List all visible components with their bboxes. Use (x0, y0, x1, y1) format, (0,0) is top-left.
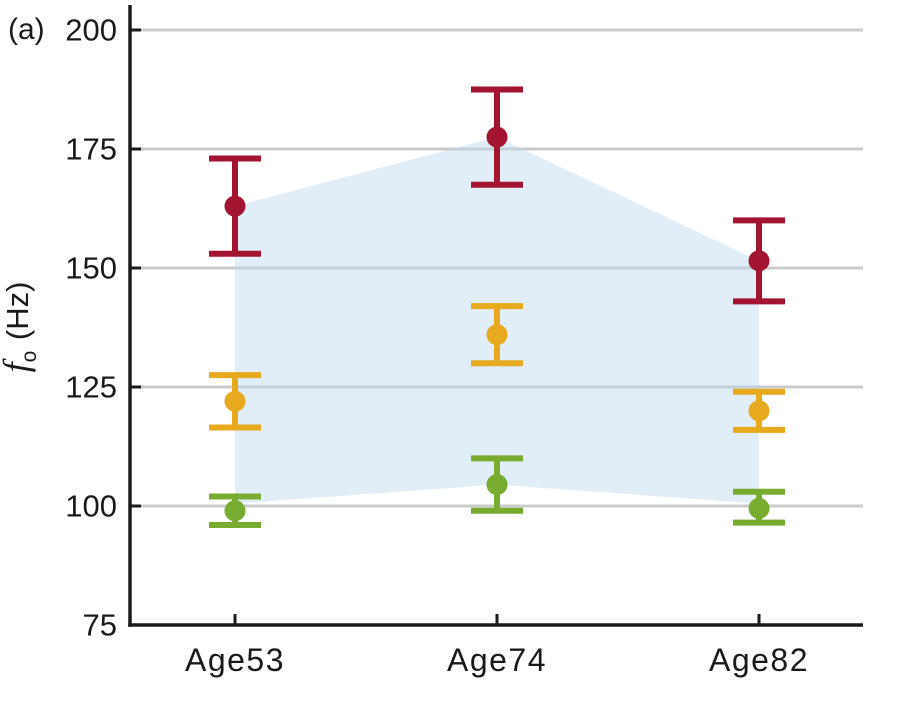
x-tick-label-age53: Age53 (185, 642, 285, 678)
marker-f0-high-Age82 (748, 250, 770, 272)
series-f0-low (209, 455, 785, 529)
series-f0-mid (209, 303, 785, 433)
y-tick-label-175: 175 (65, 132, 117, 167)
x-tick-label-age74: Age74 (447, 642, 547, 678)
y-tick-label-75: 75 (83, 608, 117, 643)
marker-f0-high-Age74 (486, 126, 508, 148)
y-axis-label-unit: (Hz) (0, 282, 35, 349)
y-tick-label-125: 125 (65, 370, 117, 405)
y-tick-label-100: 100 (65, 489, 117, 524)
marker-f0-low-Age74 (486, 474, 508, 496)
marker-f0-mid-Age53 (224, 390, 246, 412)
series-f0-high (209, 86, 785, 305)
marker-f0-mid-Age74 (486, 324, 508, 346)
panel-label: (a) (8, 13, 45, 46)
marker-f0-high-Age53 (224, 195, 246, 217)
x-tick-label-age82: Age82 (709, 642, 809, 678)
marker-f0-low-Age53 (224, 500, 246, 522)
y-tick-label-200: 200 (65, 13, 117, 48)
y-axis-label: fo (Hz) (0, 282, 41, 373)
y-tick-label-150: 150 (65, 251, 117, 286)
y-axis-label-subscript: o (18, 351, 41, 363)
marker-f0-low-Age82 (748, 497, 770, 519)
marker-f0-mid-Age82 (748, 400, 770, 422)
